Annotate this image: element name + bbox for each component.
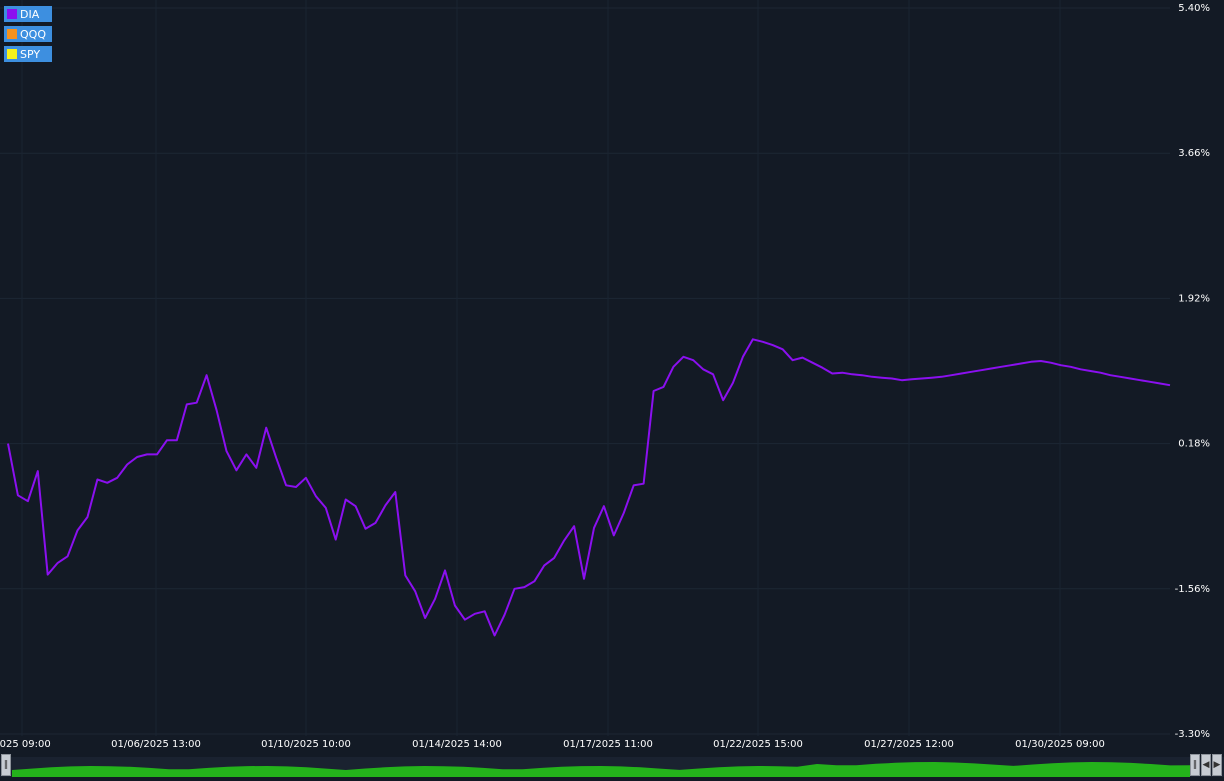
legend-swatch-dia	[7, 9, 17, 19]
legend-item-qqq[interactable]: QQQ	[4, 26, 52, 42]
x-tick-label: 2025 09:00	[0, 739, 51, 750]
x-tick-label: 01/22/2025 15:00	[713, 739, 803, 750]
scroll-handle-right-button[interactable]: ‖	[1190, 754, 1200, 776]
y-tick-label: 5.40%	[1178, 3, 1210, 14]
x-tick-label: 01/06/2025 13:00	[111, 739, 201, 750]
x-tick-label: 01/27/2025 12:00	[864, 739, 954, 750]
y-tick-label: -1.56%	[1175, 584, 1210, 595]
y-tick-label: 3.66%	[1178, 148, 1210, 159]
x-tick-label: 01/14/2025 14:00	[412, 739, 502, 750]
legend-swatch-spy	[7, 49, 17, 59]
scroll-handle-left-button[interactable]: ‖	[1, 754, 11, 776]
x-tick-label: 01/17/2025 11:00	[563, 739, 653, 750]
scroll-next-button[interactable]: ▶	[1212, 754, 1222, 776]
navigator-area	[12, 762, 1190, 777]
series-line-dia	[7, 338, 1171, 637]
y-tick-label: -3.30%	[1175, 729, 1210, 740]
legend-item-spy[interactable]: SPY	[4, 46, 52, 62]
legend-label-spy: SPY	[20, 47, 41, 61]
legend-item-dia[interactable]: DIA	[4, 6, 52, 22]
legend-label-dia: DIA	[20, 7, 40, 21]
y-tick-label: 0.18%	[1178, 439, 1210, 450]
scroll-prev-button[interactable]: ◀	[1201, 754, 1211, 776]
legend-label-qqq: QQQ	[20, 27, 46, 41]
legend: DIA QQQ SPY	[4, 6, 52, 66]
y-tick-label: 1.92%	[1178, 293, 1210, 304]
x-tick-label: 01/10/2025 10:00	[261, 739, 351, 750]
legend-swatch-qqq	[7, 29, 17, 39]
x-tick-label: 01/30/2025 09:00	[1015, 739, 1105, 750]
